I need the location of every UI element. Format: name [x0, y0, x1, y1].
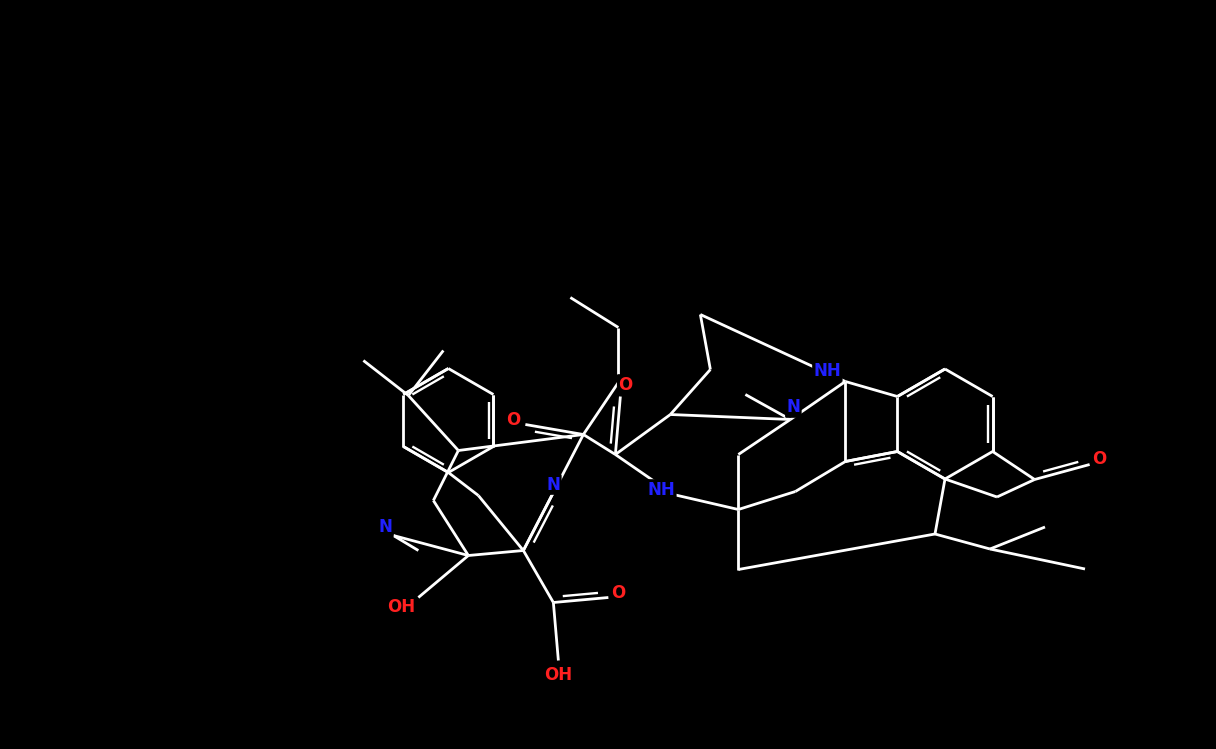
Text: O: O: [612, 583, 625, 601]
Text: OH: OH: [545, 667, 573, 685]
Text: O: O: [1092, 450, 1107, 469]
Text: N: N: [546, 476, 561, 494]
Text: O: O: [506, 410, 520, 428]
Text: N: N: [787, 398, 800, 416]
Text: N: N: [378, 518, 393, 536]
Text: NH: NH: [647, 481, 675, 499]
Text: O: O: [618, 375, 632, 393]
Text: OH: OH: [388, 598, 416, 616]
Text: NH: NH: [814, 363, 841, 380]
